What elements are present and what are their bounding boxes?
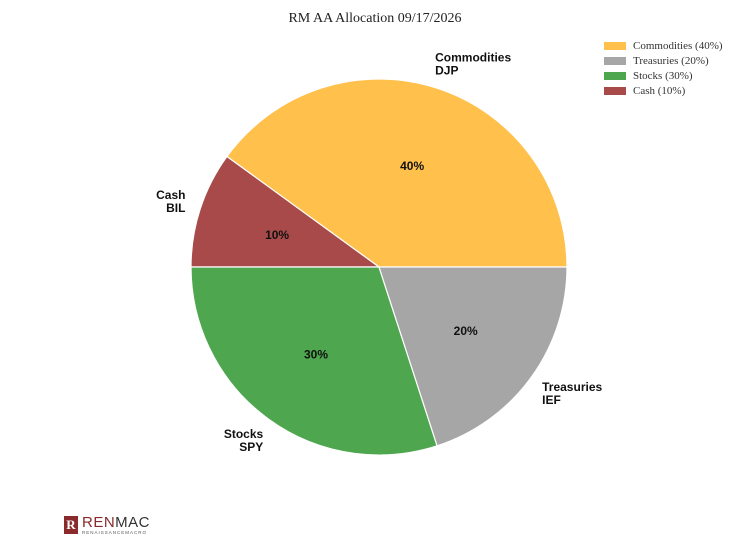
pie-slice-cash[interactable] bbox=[190, 155, 381, 268]
legend-label-treasuries: Treasuries (20%) bbox=[633, 54, 709, 67]
logo-text-mac: MAC bbox=[115, 514, 151, 531]
legend-label-stocks: Stocks (30%) bbox=[633, 69, 693, 82]
pie-category-label-commodities: Commodities bbox=[435, 50, 511, 64]
pie-category-label-treasuries: Treasuries bbox=[542, 380, 602, 394]
pie-slice-treasuries[interactable] bbox=[378, 266, 568, 447]
legend-item-commodities[interactable]: Commodities (40%) bbox=[604, 38, 723, 53]
legend-item-treasuries[interactable]: Treasuries (20%) bbox=[604, 53, 723, 68]
pie-value-label-cash: 10% bbox=[265, 228, 289, 242]
pie-category-label-stocks-ticker: SPY bbox=[239, 440, 263, 454]
legend-item-stocks[interactable]: Stocks (30%) bbox=[604, 68, 723, 83]
logo-text-ren: REN bbox=[82, 514, 116, 531]
pie-category-label-stocks: Stocks bbox=[224, 427, 264, 441]
legend-label-commodities: Commodities (40%) bbox=[633, 39, 723, 52]
pie-category-label-cash: Cash bbox=[156, 188, 185, 202]
pie-slice-stocks[interactable] bbox=[190, 266, 438, 456]
legend-swatch-commodities bbox=[604, 41, 626, 50]
renmac-logo: R RENMAC RENAISSANCEMACRO bbox=[64, 515, 150, 536]
legend-swatch-cash bbox=[604, 86, 626, 95]
pie-value-label-commodities: 40% bbox=[400, 159, 424, 173]
logo-subtext: RENAISSANCEMACRO bbox=[82, 530, 148, 535]
legend-item-cash[interactable]: Cash (10%) bbox=[604, 83, 723, 98]
legend-label-cash: Cash (10%) bbox=[633, 84, 686, 97]
legend: Commodities (40%) Treasuries (20%) Stock… bbox=[604, 38, 723, 98]
pie-category-label-treasuries-ticker: IEF bbox=[542, 393, 561, 407]
pie-category-label-cash-ticker: BIL bbox=[166, 201, 185, 215]
logo-mark: R bbox=[64, 516, 78, 535]
pie-category-label-commodities-ticker: DJP bbox=[435, 63, 458, 77]
pie-value-label-treasuries: 20% bbox=[454, 324, 478, 338]
legend-swatch-stocks bbox=[604, 71, 626, 80]
pie-slice-commodities[interactable] bbox=[226, 78, 568, 268]
legend-swatch-treasuries bbox=[604, 56, 626, 65]
chart-title: RM AA Allocation 09/17/2026 bbox=[288, 11, 462, 26]
pie-value-label-stocks: 30% bbox=[304, 348, 328, 362]
